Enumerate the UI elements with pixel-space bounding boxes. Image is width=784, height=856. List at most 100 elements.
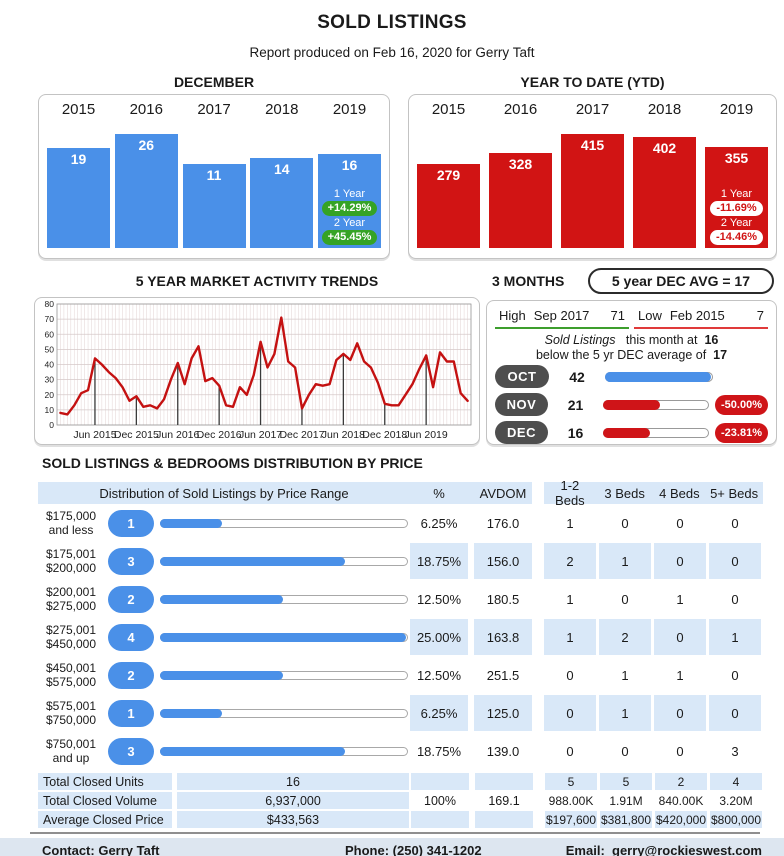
bar-2019: 355 1 Year -11.69% 2 Year -14.46%: [705, 147, 768, 248]
one-year-change-pill: +14.29%: [321, 201, 378, 216]
totals-bed-cell: 840.00K: [658, 793, 704, 808]
month-change-pill: -23.81%: [715, 422, 768, 443]
pct-cell: 12.50%: [416, 591, 462, 607]
price-range-line: $175,000: [45, 509, 97, 523]
price-range-line: $575,001: [45, 699, 97, 713]
count-pill: 3: [108, 737, 154, 765]
footer-phone: Phone: (250) 341-1202: [345, 843, 482, 856]
price-range-line: $450,001: [45, 661, 97, 675]
month-bar-track: [602, 399, 710, 410]
distribution-row: $450,001 $575,000 2 12.50% 251.5 0 1 1 0: [38, 656, 784, 694]
bar-year-label: 2017: [197, 101, 231, 118]
bar-columns: 2015 19 2016 26 2017 11 2018 14 2019 16 1 Year +14.…: [47, 101, 381, 248]
bar-charts-row: 2015 19 2016 26 2017 11 2018 14 2019 16 1 Year +14.…: [38, 94, 784, 259]
bar-value-label: 11: [206, 167, 222, 183]
price-range-line: $575,000: [45, 675, 97, 689]
beds-cells: 0 1 1 0: [544, 657, 764, 693]
totals-bed-cell: 988.00K: [548, 793, 594, 808]
bar-year-label: 2015: [431, 101, 466, 118]
bar-year-label: 2018: [265, 101, 299, 118]
bar-year-label: 2019: [719, 101, 754, 118]
three-months-heading: 3 MONTHS: [492, 273, 565, 289]
month-bar-track: [605, 371, 713, 382]
trends-header-row: 5 YEAR MARKET ACTIVITY TRENDS 3 MONTHS 5…: [34, 268, 784, 294]
beds-cells: 0 0 0 3: [544, 733, 764, 769]
bar-2015: 19: [47, 148, 110, 248]
totals-label: Total Closed Units: [38, 773, 172, 790]
bed-count-cell: 0: [731, 667, 739, 683]
totals-label: Average Closed Price: [38, 811, 172, 828]
svg-text:Jun 2016: Jun 2016: [156, 429, 199, 441]
bed-count-cell: 1: [566, 515, 574, 531]
report-subtitle: Report produced on Feb 16, 2020 for Gerr…: [249, 45, 535, 60]
bed-count-cell: 0: [654, 619, 706, 655]
low-period: Feb 2015: [669, 308, 725, 323]
bed-count-cell: 0: [544, 695, 596, 731]
bar-value-label: 328: [508, 156, 533, 172]
bar-column-2018: 2018 14: [250, 101, 314, 248]
bed-count-cell: 0: [566, 743, 574, 759]
price-range-line: $450,000: [45, 637, 97, 651]
header-main-band: Distribution of Sold Listings by Price R…: [38, 482, 532, 504]
price-range-line: $275,000: [45, 599, 97, 613]
svg-text:30: 30: [45, 375, 55, 385]
price-range-label: $175,001 $200,000: [38, 547, 104, 575]
svg-text:Jun 2015: Jun 2015: [73, 429, 116, 441]
avdom-cell: 176.0: [486, 515, 520, 531]
svg-text:60: 60: [45, 329, 55, 339]
header-beds-12: 1-2 Beds: [555, 478, 585, 508]
distribution-row: $275,001 $450,000 4 25.00% 163.8 1 2 0 1: [38, 618, 784, 656]
bed-count-cell: 0: [621, 515, 629, 531]
high-label: High: [499, 308, 526, 323]
bar-column-2019: 2019 355 1 Year -11.69% 2 Year -14.46%: [705, 101, 768, 248]
totals-bed-cell: $420,000: [655, 811, 707, 828]
distribution-table-body: $175,000 and less 1 6.25% 176.0 1 0 0 0 $175,001 $…: [38, 504, 784, 770]
month-bar-fill: [602, 427, 650, 438]
price-range-line: and less: [48, 523, 94, 537]
price-range-line: $275,001: [45, 623, 97, 637]
totals-pct-cell: [411, 773, 469, 790]
count-bar-track: [160, 670, 408, 680]
two-year-label: 2 Year: [720, 217, 753, 229]
bar-2017: 11: [182, 164, 246, 248]
totals-avdom-cell: [475, 811, 533, 828]
bed-count-cell: 1: [544, 619, 596, 655]
bar-year-label: 2016: [503, 101, 538, 118]
month-value: 42: [569, 368, 585, 385]
bed-count-cell: 1: [709, 619, 761, 655]
page-title: SOLD LISTINGS: [317, 12, 467, 33]
totals-bed-cell: $800,000: [710, 811, 762, 828]
totals-value: $433,563: [177, 811, 409, 828]
totals-avdom-cell: [475, 773, 533, 790]
bar-value-label: 402: [652, 140, 677, 156]
month-pill: OCT: [495, 365, 549, 388]
sold-listings-series-line: [59, 316, 469, 416]
totals-table: Total Closed Units 16 5 5 2 4 Total Closed Vol…: [38, 773, 784, 828]
low-label: Low: [638, 308, 662, 323]
pct-cell: 18.75%: [410, 543, 468, 579]
three-months-rows: OCT 42 NOV 21 -50.00% DEC 16 -23.81%: [495, 363, 768, 446]
distribution-row: $175,000 and less 1 6.25% 176.0 1 0 0 0: [38, 504, 784, 542]
bed-count-cell: 0: [731, 515, 739, 531]
price-range-label: $450,001 $575,000: [38, 661, 104, 689]
bar-column-2016: 2016 26: [114, 101, 178, 248]
month-value: 16: [567, 424, 584, 441]
bed-count-cell: 1: [599, 543, 651, 579]
trends-chart-title: 5 YEAR MARKET ACTIVITY TRENDS: [135, 273, 379, 289]
one-year-change-pill: -11.69%: [710, 201, 763, 216]
bar-2018: 402: [633, 137, 696, 248]
bar-2017: 415: [561, 134, 624, 248]
bar-value-label: 26: [138, 137, 155, 153]
totals-bed-cell: $381,800: [600, 811, 652, 828]
two-year-change-pill: +45.45%: [321, 230, 378, 245]
totals-value: 6,937,000: [177, 792, 409, 809]
svg-text:20: 20: [45, 390, 55, 400]
price-range-line: $750,001: [45, 737, 97, 751]
svg-text:Jun 2019: Jun 2019: [405, 429, 448, 441]
dec-avg-badge: 5 year DEC AVG = 17: [587, 268, 774, 294]
price-range-line: $175,001: [45, 547, 97, 561]
totals-row: Total Closed Volume 6,937,000 100% 169.1 988…: [38, 792, 784, 809]
